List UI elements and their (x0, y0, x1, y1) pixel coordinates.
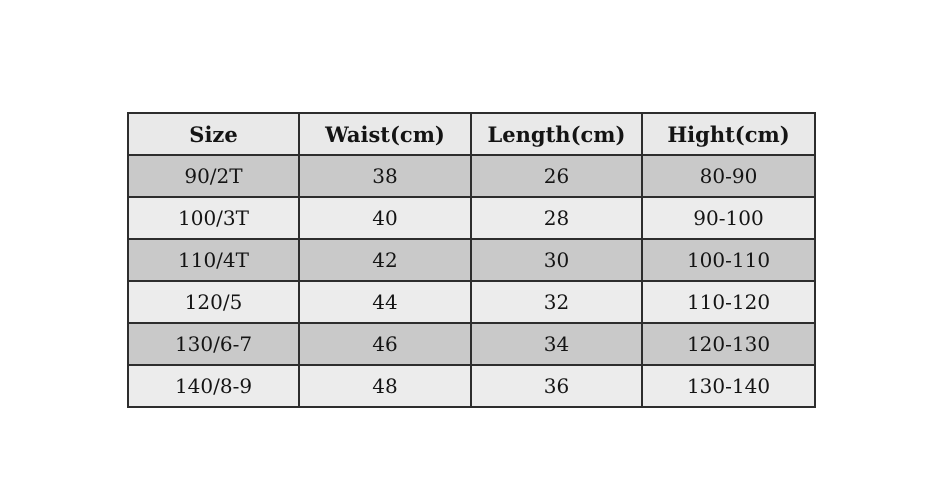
column-header-waist: Waist(cm) (298, 112, 472, 156)
cell-waist: 44 (298, 280, 472, 324)
column-header-hight: Hight(cm) (641, 112, 816, 156)
cell-length: 26 (470, 154, 643, 198)
cell-length: 32 (470, 280, 643, 324)
table-row-120-5: 120/5 44 32 110-120 (127, 280, 816, 324)
table-row-140-8-9: 140/8-9 48 36 130-140 (127, 364, 816, 408)
cell-hight: 100-110 (641, 238, 816, 282)
table-row-100-3t: 100/3T 40 28 90-100 (127, 196, 816, 240)
cell-waist: 46 (298, 322, 472, 366)
cell-size: 130/6-7 (127, 322, 300, 366)
cell-waist: 38 (298, 154, 472, 198)
cell-hight: 130-140 (641, 364, 816, 408)
table-row-130-6-7: 130/6-7 46 34 120-130 (127, 322, 816, 366)
column-header-size: Size (127, 112, 300, 156)
column-header-length: Length(cm) (470, 112, 643, 156)
cell-size: 100/3T (127, 196, 300, 240)
size-chart-table: Size Waist(cm) Length(cm) Hight(cm) 90/2… (127, 112, 816, 408)
header-row: Size Waist(cm) Length(cm) Hight(cm) (127, 112, 816, 156)
cell-size: 140/8-9 (127, 364, 300, 408)
cell-size: 120/5 (127, 280, 300, 324)
cell-length: 36 (470, 364, 643, 408)
cell-waist: 48 (298, 364, 472, 408)
cell-waist: 42 (298, 238, 472, 282)
cell-size: 110/4T (127, 238, 300, 282)
cell-hight: 80-90 (641, 154, 816, 198)
cell-hight: 110-120 (641, 280, 816, 324)
table-row-90-2t: 90/2T 38 26 80-90 (127, 154, 816, 198)
cell-hight: 90-100 (641, 196, 816, 240)
cell-length: 28 (470, 196, 643, 240)
cell-size: 90/2T (127, 154, 300, 198)
cell-waist: 40 (298, 196, 472, 240)
table-row-110-4t: 110/4T 42 30 100-110 (127, 238, 816, 282)
cell-length: 34 (470, 322, 643, 366)
cell-length: 30 (470, 238, 643, 282)
cell-hight: 120-130 (641, 322, 816, 366)
